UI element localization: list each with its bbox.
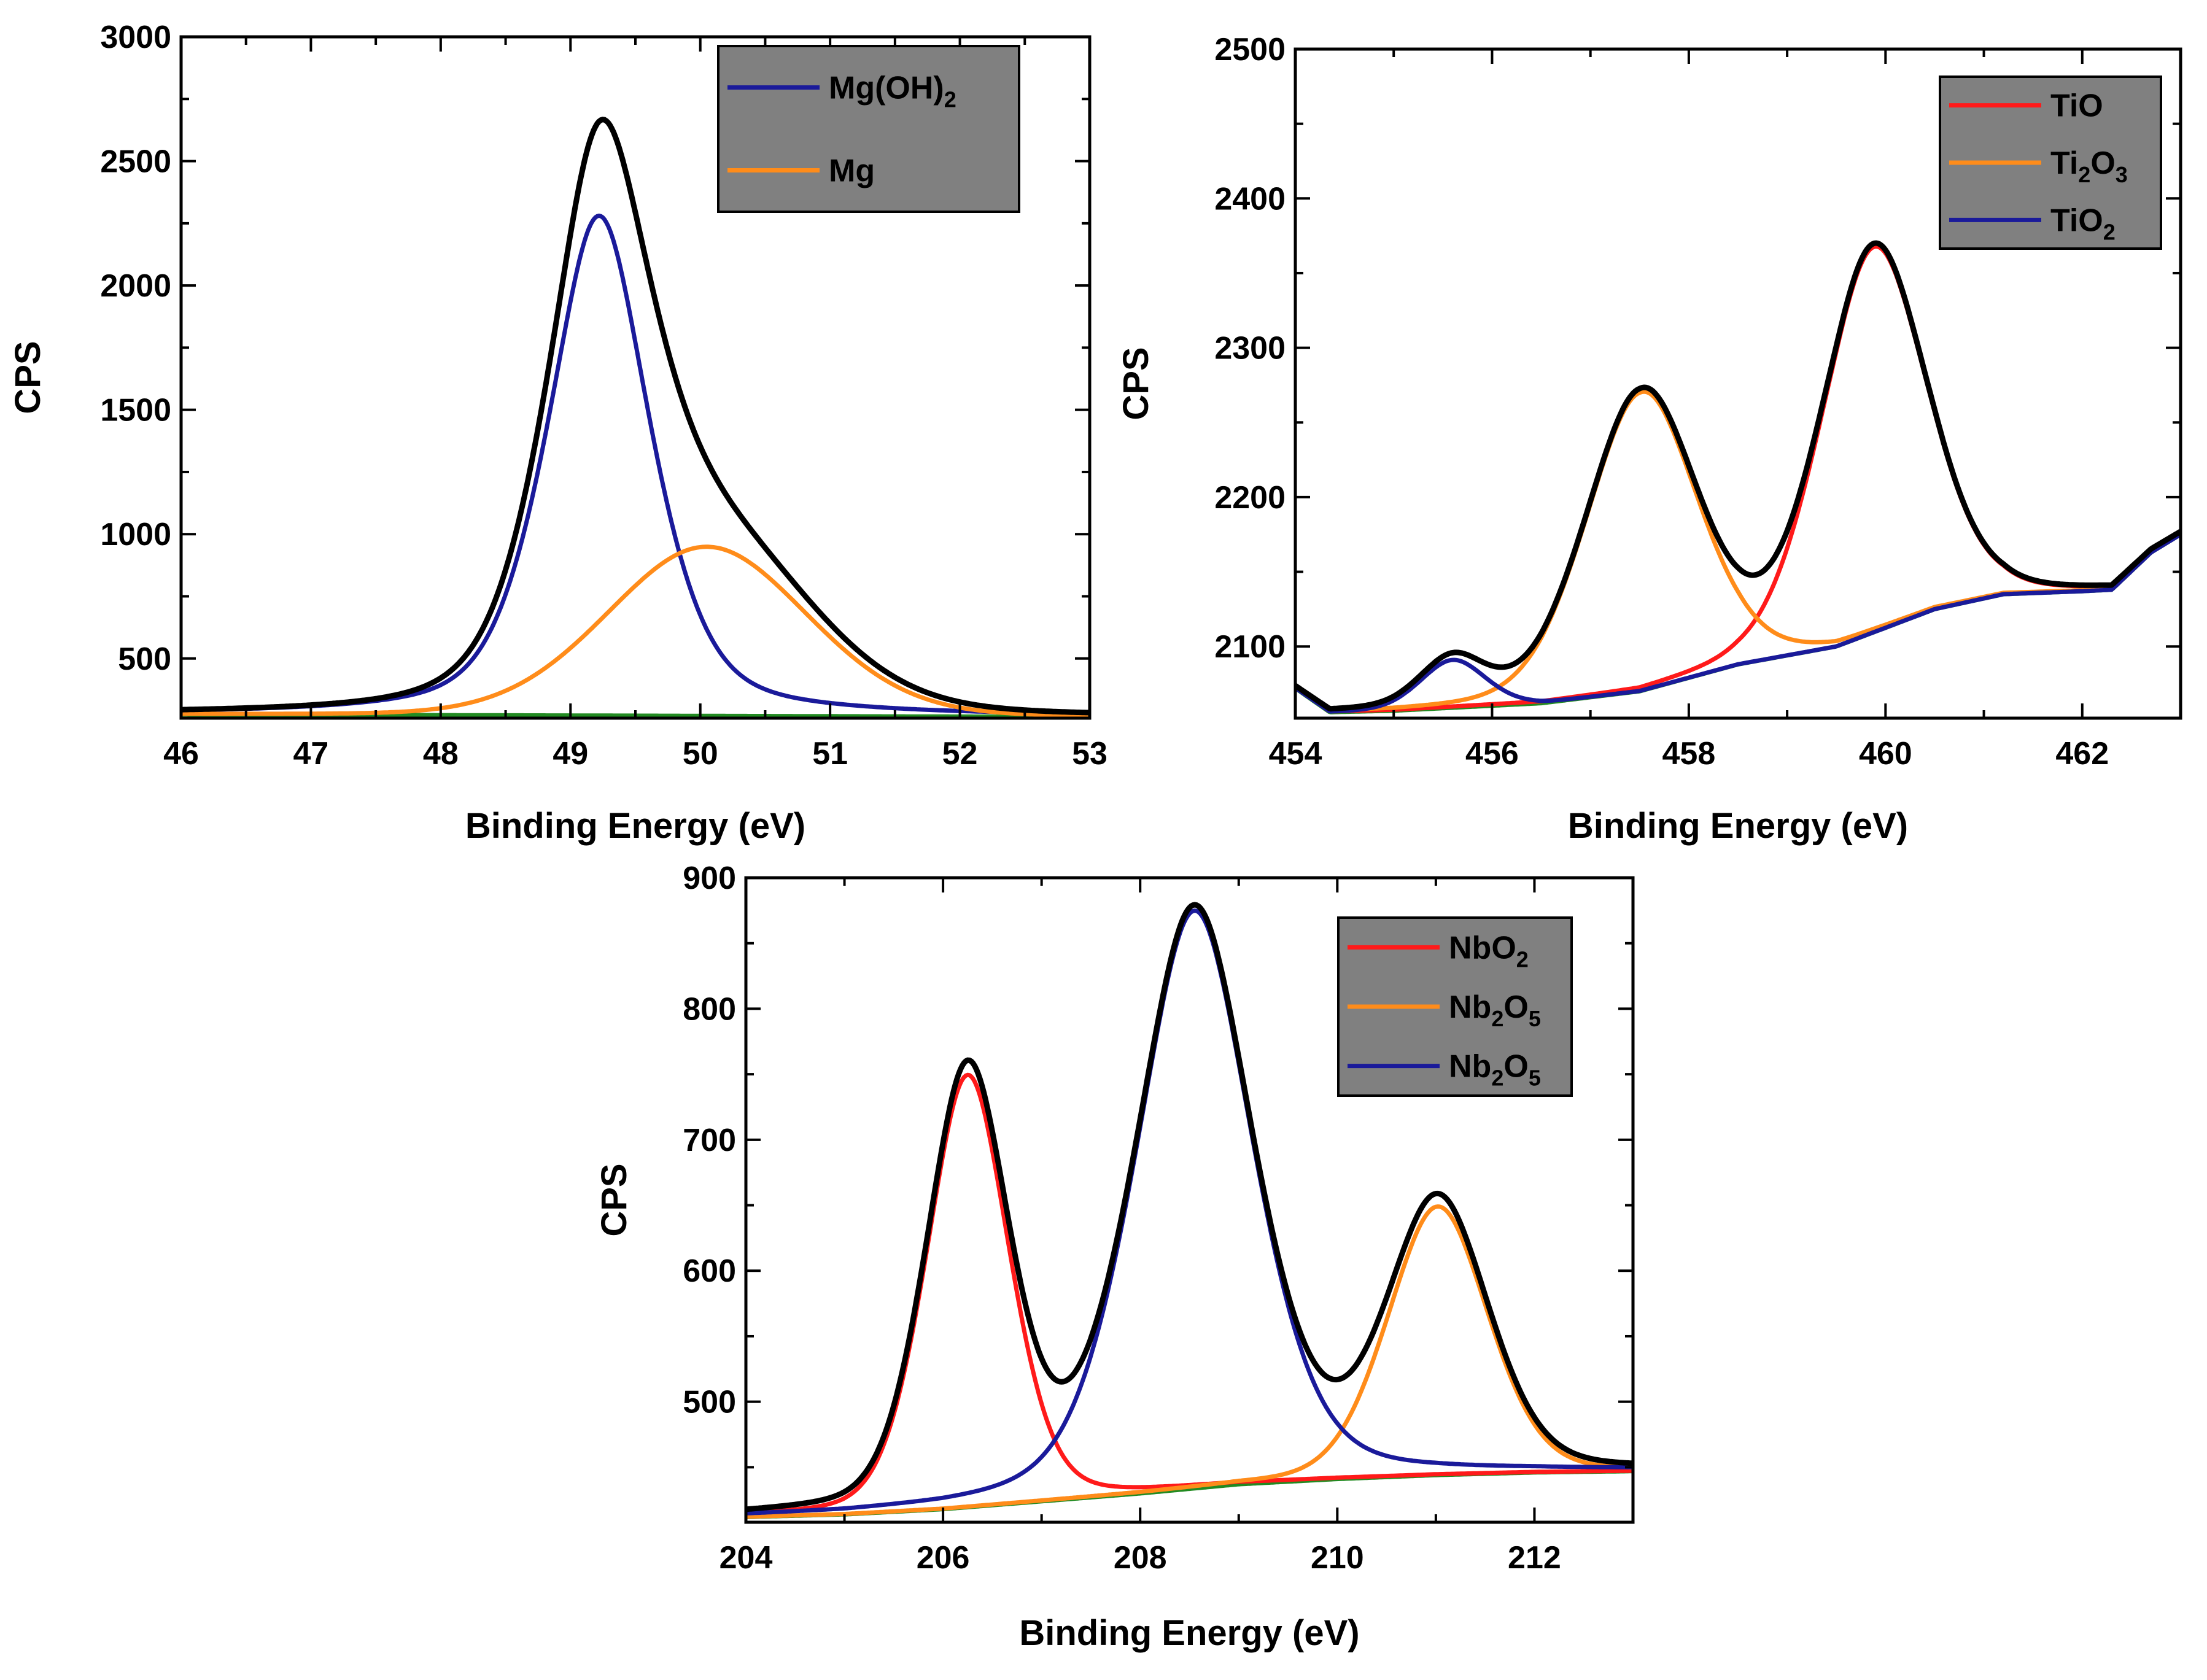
x-tick-label: 46 — [163, 736, 199, 772]
x-tick-label: 458 — [1662, 736, 1716, 772]
x-tick-label: 462 — [2055, 736, 2109, 772]
legend-entry: NbO2 — [1449, 930, 1529, 972]
x-tick-label: 204 — [720, 1540, 773, 1576]
x-axis-label: Binding Energy (eV) — [1568, 806, 1908, 846]
x-tick-label: 212 — [1508, 1540, 1561, 1576]
panel-ti: 454 456 458 460 462 2100 2200 2300 2400 2500 Bindi… — [1116, 32, 2182, 846]
x-axis-label: Binding Energy (eV) — [465, 806, 805, 846]
component-curve-2 — [746, 908, 1633, 1515]
panel-nb: 204 206 208 210 212 500 600 700 800 900 Binding En… — [594, 861, 1635, 1653]
legend-entry: Nb2O5 — [1449, 989, 1541, 1031]
legend: Mg(OH)2 Mg — [717, 45, 1020, 213]
curves — [1295, 240, 2181, 714]
y-tick-label: 2500 — [100, 144, 171, 180]
envelope-curve — [746, 902, 1633, 1512]
x-tick-label: 50 — [683, 736, 718, 772]
x-tick-label: 51 — [812, 736, 848, 772]
y-tick-label: 2200 — [1214, 480, 1286, 516]
legend-entry: Ti2O3 — [2050, 145, 2128, 187]
y-tick-label: 800 — [683, 991, 736, 1027]
y-tick-label: 1000 — [100, 517, 171, 552]
envelope-curve — [1295, 240, 2181, 712]
y-tick-label: 2000 — [100, 268, 171, 304]
component-curve-0 — [1295, 244, 2181, 714]
envelope-curve — [181, 117, 1090, 716]
y-tick-label: 2300 — [1214, 331, 1286, 366]
y-axis-label: CPS — [594, 1163, 634, 1236]
legend-entry: Mg(OH)2 — [829, 71, 956, 112]
x-tick-label: 53 — [1072, 736, 1107, 772]
x-tick-label: 208 — [1114, 1540, 1167, 1576]
legend: TiO Ti2O3 TiO2 — [1939, 75, 2162, 250]
baseline-curve — [1295, 532, 2181, 714]
y-tick-label: 3000 — [100, 20, 171, 55]
x-tick-label: 456 — [1465, 736, 1519, 772]
legend-entry: TiO2 — [2050, 203, 2116, 244]
x-tick-label: 206 — [917, 1540, 970, 1576]
panel-mg: 46 47 48 49 50 51 52 53 500 1000 1500 2000 2500 3000 B… — [8, 20, 1107, 846]
x-tick-label: 52 — [942, 736, 978, 772]
plot-frame — [744, 876, 1635, 1524]
legend-entry: Mg — [829, 153, 875, 189]
x-tick-label: 47 — [293, 736, 329, 772]
legend: NbO2 Nb2O5 Nb2O5 — [1337, 916, 1573, 1097]
legend-entry: Nb2O5 — [1449, 1049, 1541, 1091]
y-tick-label: 900 — [683, 861, 736, 896]
x-tick-label: 460 — [1859, 736, 1912, 772]
y-tick-label: 2500 — [1214, 32, 1286, 68]
component-curve-0 — [181, 213, 1090, 716]
y-tick-label: 700 — [683, 1123, 736, 1158]
x-tick-label: 454 — [1269, 736, 1322, 772]
legend-entry: TiO — [2050, 88, 2103, 124]
component-curve-1 — [746, 1204, 1633, 1519]
y-tick-label: 2100 — [1214, 629, 1286, 665]
y-tick-label: 600 — [683, 1253, 736, 1289]
y-axis-label: CPS — [8, 341, 48, 414]
x-tick-label: 210 — [1311, 1540, 1364, 1576]
legend-box — [717, 45, 1020, 213]
y-tick-label: 2400 — [1214, 181, 1286, 217]
component-curve-1 — [181, 544, 1090, 718]
component-curve-2 — [1295, 532, 2181, 714]
curves — [746, 902, 1633, 1519]
y-tick-label: 500 — [118, 641, 171, 677]
plot-frame — [1294, 47, 2182, 720]
x-tick-label: 49 — [553, 736, 588, 772]
y-tick-label: 1500 — [100, 393, 171, 428]
x-tick-label: 48 — [423, 736, 459, 772]
y-axis-label: CPS — [1116, 347, 1156, 420]
y-tick-label: 500 — [683, 1385, 736, 1420]
x-axis-label: Binding Energy (eV) — [1019, 1613, 1359, 1653]
